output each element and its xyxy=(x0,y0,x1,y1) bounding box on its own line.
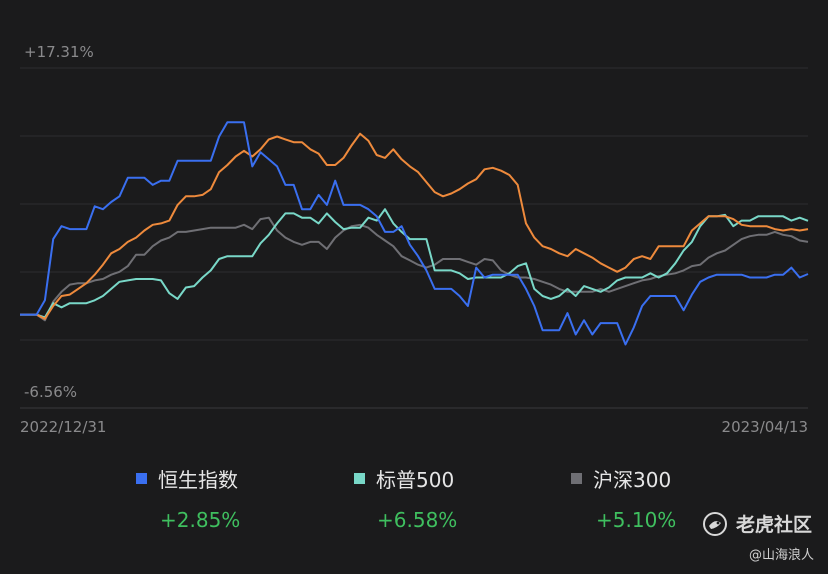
x-end-label: 2023/04/13 xyxy=(722,418,808,436)
legend-value-hsi: +2.85% xyxy=(160,508,241,532)
watermark-name: 老虎社区 xyxy=(735,514,812,536)
watermark: 老虎社区 xyxy=(702,510,812,537)
legend-label-sp500: 标普500 xyxy=(376,468,455,492)
series-line-2 xyxy=(20,216,809,322)
y-top-label: +17.31% xyxy=(24,43,94,61)
legend-csi300[interactable]: 沪深300 xyxy=(571,464,671,493)
series-line-3 xyxy=(20,132,809,320)
chart: +17.31% -6.56% 2022/12/31 2023/04/13 xyxy=(20,43,809,436)
series-line-1 xyxy=(20,208,809,319)
series-line-0 xyxy=(20,121,809,346)
y-bottom-label: -6.56% xyxy=(24,383,77,401)
legend-label-csi300: 沪深300 xyxy=(593,468,672,492)
series-lines xyxy=(20,121,809,346)
legend-value-csi300: +5.10% xyxy=(596,508,677,532)
legend-label-hsi: 恒生指数 xyxy=(158,468,238,492)
legend-swatch-csi300 xyxy=(571,473,582,484)
watermark-author: @山海浪人 xyxy=(748,548,814,563)
grid xyxy=(20,67,808,409)
legend-hsi[interactable]: 恒生指数 xyxy=(136,464,238,493)
legend-sp500[interactable]: 标普500 xyxy=(354,464,454,493)
legend-swatch-sp500 xyxy=(354,473,365,484)
x-start-label: 2022/12/31 xyxy=(20,418,106,436)
legend-value-sp500: +6.58% xyxy=(377,508,458,532)
tiger-logo-icon xyxy=(702,511,727,536)
legend-swatch-hsi xyxy=(136,473,147,484)
